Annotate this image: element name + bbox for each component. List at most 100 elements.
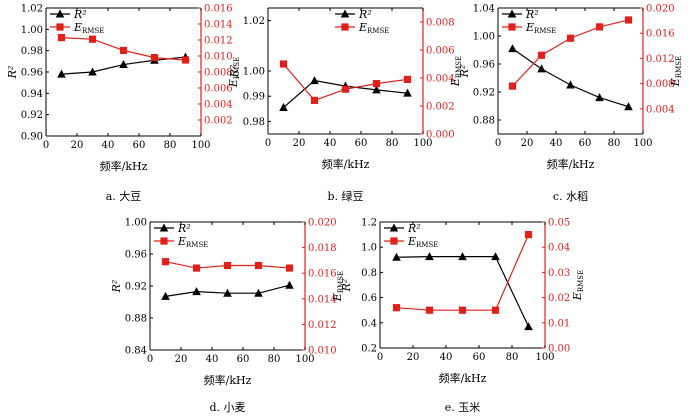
data-point-ermse bbox=[566, 34, 575, 42]
x-tick-label: 40 bbox=[102, 140, 115, 151]
legend-marker bbox=[389, 223, 399, 232]
x-tick-label: 100 bbox=[535, 352, 554, 363]
legend-marker bbox=[508, 23, 516, 31]
y-left-tick-label: 0.8 bbox=[361, 268, 377, 279]
data-point-r2 bbox=[310, 76, 319, 85]
y-left-tick-label: 1.00 bbox=[243, 67, 265, 78]
series-line-r2 bbox=[396, 256, 530, 327]
data-point-ermse bbox=[223, 261, 232, 270]
chart-panel-5: 0 20 40 60 80 100 0.2 0.4 0.6 0.8 1.0 1.2 0.00 0.01 0.… bbox=[340, 218, 585, 415]
data-point-ermse bbox=[285, 264, 294, 272]
x-tick-label: 20 bbox=[407, 352, 420, 363]
data-point-ermse bbox=[181, 56, 190, 64]
y-right-tick-label: 0.004 bbox=[426, 74, 455, 85]
y-right-tick-label: 0.002 bbox=[204, 116, 233, 127]
x-tick-label: 60 bbox=[133, 140, 146, 151]
y-right-tick-label: 0.012 bbox=[308, 320, 337, 331]
y-right-tick-label: 0.04 bbox=[548, 243, 570, 254]
y-right-tick-label: 0.018 bbox=[308, 243, 337, 254]
x-tick-label: 100 bbox=[413, 138, 432, 149]
chart-panel-2: 0 20 40 60 80 100 0.98 0.99 1.00 1.02 0.000 0.002 0.… bbox=[228, 7, 463, 203]
panel-caption: d. 小麦 bbox=[209, 401, 245, 414]
x-tick-label: 20 bbox=[521, 138, 534, 149]
y-right-tick-label: 0.05 bbox=[548, 218, 570, 229]
y-left-tick-label: 0.88 bbox=[473, 116, 495, 127]
y-right-tick-label: 0.002 bbox=[426, 102, 455, 113]
y-left-tick-label: 0.4 bbox=[361, 318, 377, 329]
y-left-tick-label: 0.84 bbox=[125, 346, 147, 357]
data-point-r2 bbox=[403, 88, 412, 97]
y-right-tick-label: 0.006 bbox=[204, 84, 233, 95]
data-point-ermse bbox=[57, 34, 66, 42]
x-tick-label: 80 bbox=[268, 354, 281, 365]
panel-caption: b. 绿豆 bbox=[327, 189, 363, 203]
data-point-r2 bbox=[372, 85, 381, 94]
x-tick-label: 0 bbox=[495, 138, 501, 149]
x-tick-label: 60 bbox=[579, 138, 592, 149]
legend-label: R² bbox=[407, 222, 421, 235]
y-left-tick-label: 0.6 bbox=[361, 293, 377, 304]
y-left-tick-label: 0.98 bbox=[243, 117, 265, 128]
x-tick-label: 40 bbox=[206, 354, 219, 365]
data-point-ermse bbox=[341, 85, 350, 93]
legend-label: ERMSE bbox=[177, 235, 208, 249]
data-point-ermse bbox=[192, 264, 201, 272]
data-point-ermse bbox=[624, 16, 633, 24]
data-point-r2 bbox=[524, 322, 533, 331]
x-tick-label: 80 bbox=[608, 138, 621, 149]
x-tick-label: 100 bbox=[633, 138, 652, 149]
y-right-tick-label: 0.006 bbox=[426, 46, 455, 57]
x-tick-label: 0 bbox=[377, 352, 383, 363]
y-left-tick-label: 0.94 bbox=[21, 89, 43, 100]
data-point-r2 bbox=[508, 44, 517, 53]
y-right-tick-label: 0.03 bbox=[548, 268, 570, 279]
data-point-ermse bbox=[403, 75, 412, 83]
x-tick-label: 100 bbox=[191, 140, 210, 151]
legend-marker bbox=[390, 237, 398, 245]
y-left-tick-label: 0.2 bbox=[361, 344, 377, 355]
legend-label: ERMSE bbox=[358, 21, 389, 35]
y-right-tick-label: 0.020 bbox=[646, 4, 675, 15]
legend-label: ERMSE bbox=[407, 235, 438, 249]
data-point-r2 bbox=[425, 252, 434, 261]
data-point-r2 bbox=[161, 291, 170, 300]
data-point-r2 bbox=[223, 288, 232, 297]
y-left-tick-label: 0.92 bbox=[125, 282, 147, 293]
y-left-tick-label: 0.88 bbox=[125, 314, 147, 325]
x-axis-label: 频率/kHz bbox=[547, 157, 595, 171]
y-left-tick-label: 1.2 bbox=[361, 218, 377, 229]
legend-label: R² bbox=[358, 8, 372, 21]
y-left-tick-label: 0.96 bbox=[125, 250, 147, 261]
y-left-tick-label: 1.00 bbox=[473, 32, 495, 43]
y-right-tick-label: 0.016 bbox=[308, 269, 337, 280]
data-point-ermse bbox=[537, 51, 546, 59]
y-right-tick-label: 0.008 bbox=[646, 79, 675, 90]
legend-marker bbox=[340, 9, 350, 18]
y-left-tick-label: 0.90 bbox=[21, 132, 43, 143]
x-tick-label: 80 bbox=[506, 352, 519, 363]
data-point-r2 bbox=[285, 280, 294, 289]
x-axis-label: 频率/kHz bbox=[322, 157, 370, 171]
legend-marker bbox=[160, 237, 168, 245]
data-point-ermse bbox=[458, 306, 467, 314]
y-left-tick-label: 1.00 bbox=[21, 25, 43, 36]
data-point-ermse bbox=[279, 60, 288, 68]
data-point-ermse bbox=[524, 231, 533, 239]
data-point-ermse bbox=[119, 46, 128, 54]
data-point-r2 bbox=[537, 64, 546, 73]
x-tick-label: 60 bbox=[237, 354, 250, 365]
y-left-tick-label: 1.04 bbox=[473, 4, 495, 15]
y-right-tick-label: 0.008 bbox=[204, 68, 233, 79]
y-left-tick-label: 0.99 bbox=[243, 92, 265, 103]
panel-caption: e. 玉米 bbox=[445, 401, 481, 414]
data-point-r2 bbox=[595, 93, 604, 102]
y-left-axis-label: R² bbox=[6, 66, 19, 80]
data-point-r2 bbox=[458, 252, 467, 261]
y-left-tick-label: 0.92 bbox=[21, 110, 43, 121]
legend-label: ERMSE bbox=[73, 21, 104, 35]
x-tick-label: 60 bbox=[473, 352, 486, 363]
y-left-axis-label: R² bbox=[340, 279, 353, 293]
panel-caption: c. 水稻 bbox=[553, 190, 588, 203]
x-tick-label: 40 bbox=[550, 138, 563, 149]
y-left-axis-label: R² bbox=[458, 65, 471, 79]
